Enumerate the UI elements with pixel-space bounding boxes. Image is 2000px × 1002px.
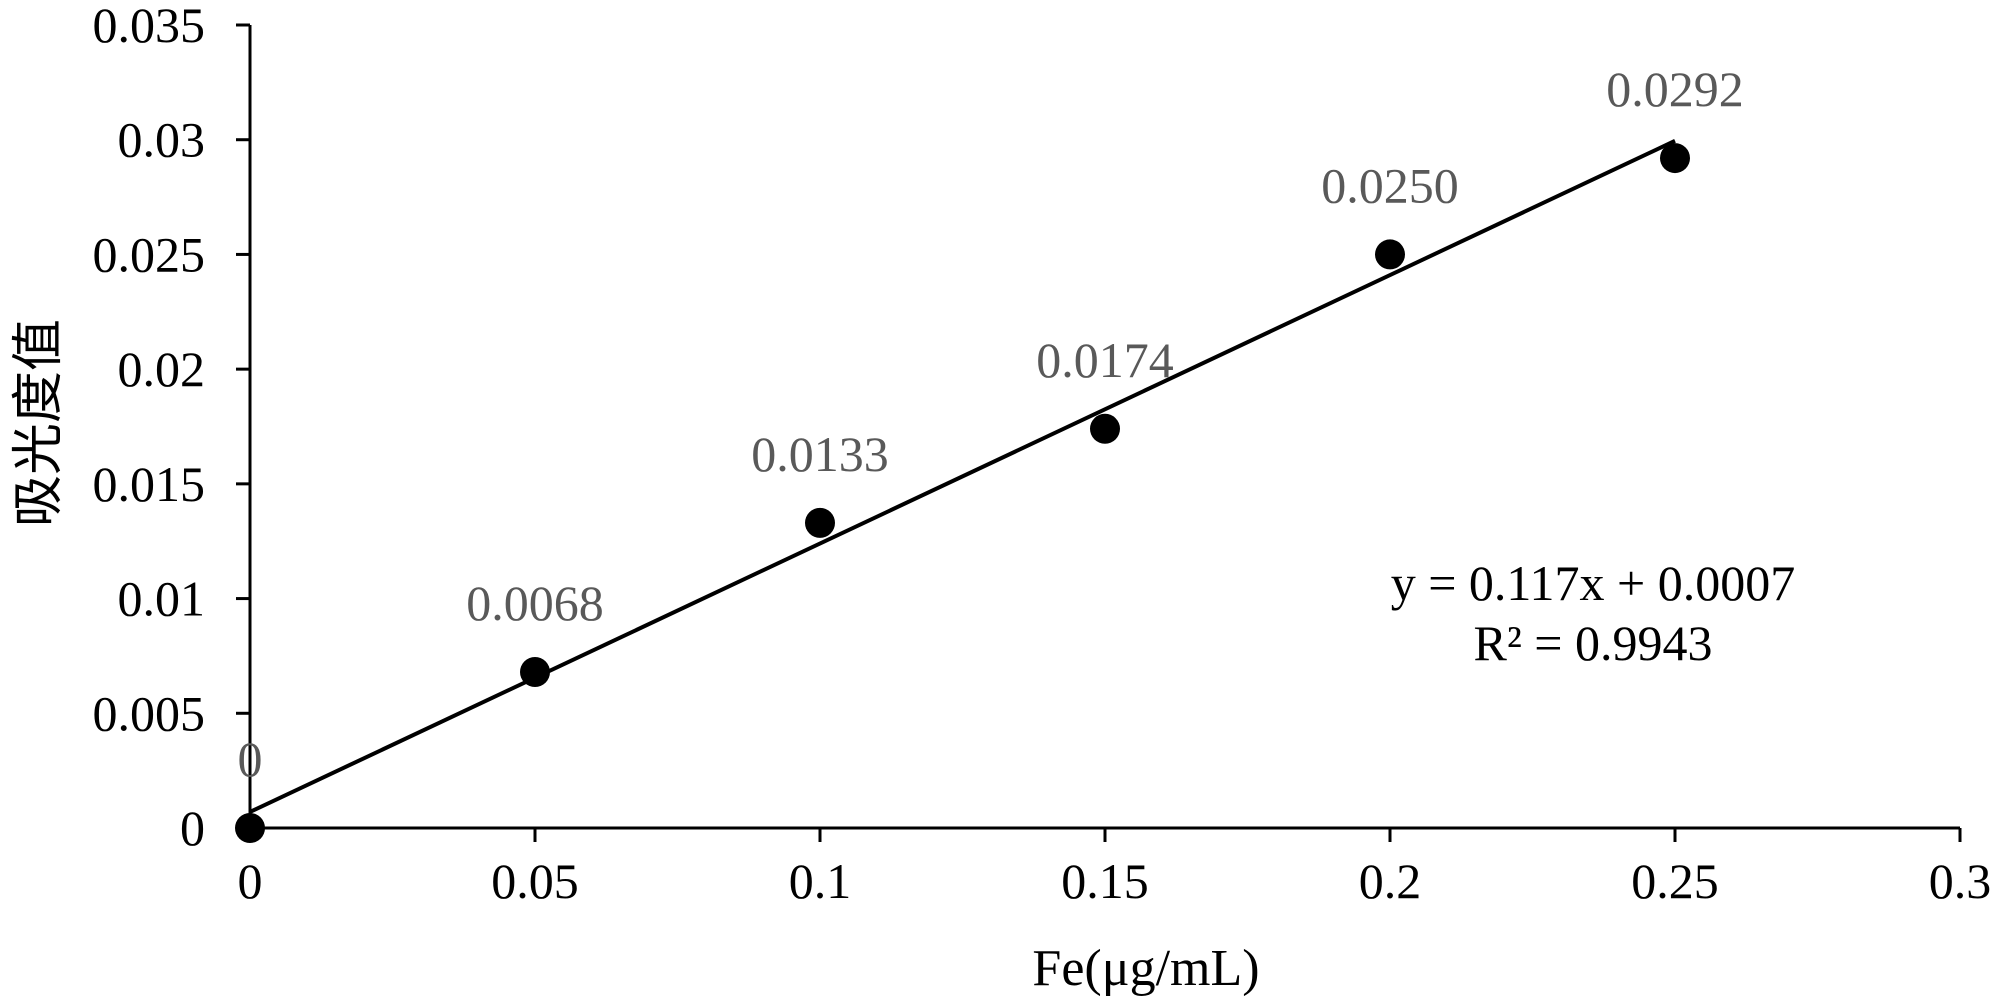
x-tick-label: 0.3 — [1929, 853, 1992, 909]
y-tick-label: 0.025 — [93, 226, 206, 282]
y-tick-label: 0.015 — [93, 456, 206, 512]
y-tick-label: 0.005 — [93, 685, 206, 741]
x-axis-title: Fe(μg/mL) — [1032, 940, 1259, 997]
data-point — [1660, 143, 1690, 174]
data-point — [1375, 239, 1405, 270]
data-label: 0 — [238, 731, 263, 787]
y-tick-label: 0 — [180, 800, 205, 856]
x-tick-label: 0 — [238, 853, 263, 909]
data-label: 0.0292 — [1606, 61, 1744, 117]
y-tick-label: 0.035 — [93, 0, 206, 53]
y-tick-label: 0.01 — [118, 571, 206, 627]
data-label: 0.0133 — [751, 426, 889, 482]
y-tick-label: 0.03 — [118, 112, 206, 168]
data-label: 0.0250 — [1321, 157, 1459, 213]
x-tick-label: 0.2 — [1359, 853, 1422, 909]
data-point — [805, 507, 835, 538]
x-tick-label: 0.05 — [491, 853, 579, 909]
data-point — [1090, 413, 1120, 444]
data-labels: 0 0.0068 0.0133 0.0174 0.0250 0.0292 — [238, 61, 1744, 787]
data-point — [520, 656, 550, 687]
y-axis-title: 吸光度值 — [11, 319, 68, 527]
x-tick-label: 0.25 — [1631, 853, 1719, 909]
x-axis-ticks: 0 0.05 0.1 0.15 0.2 0.25 0.3 — [238, 828, 1992, 909]
data-point — [235, 813, 265, 843]
data-label: 0.0174 — [1036, 332, 1174, 388]
y-axis-ticks: 0 0.005 0.01 0.015 0.02 0.025 0.03 0.035 — [93, 0, 250, 856]
x-tick-label: 0.1 — [789, 853, 852, 909]
data-label: 0.0068 — [466, 575, 604, 631]
data-points — [235, 143, 1690, 843]
y-tick-label: 0.02 — [118, 341, 206, 397]
x-tick-label: 0.15 — [1061, 853, 1149, 909]
trendline — [249, 139, 1676, 814]
trendline-r-squared: R² = 0.9943 — [1473, 615, 1712, 671]
trendline-equation: y = 0.117x + 0.0007 — [1391, 555, 1796, 611]
